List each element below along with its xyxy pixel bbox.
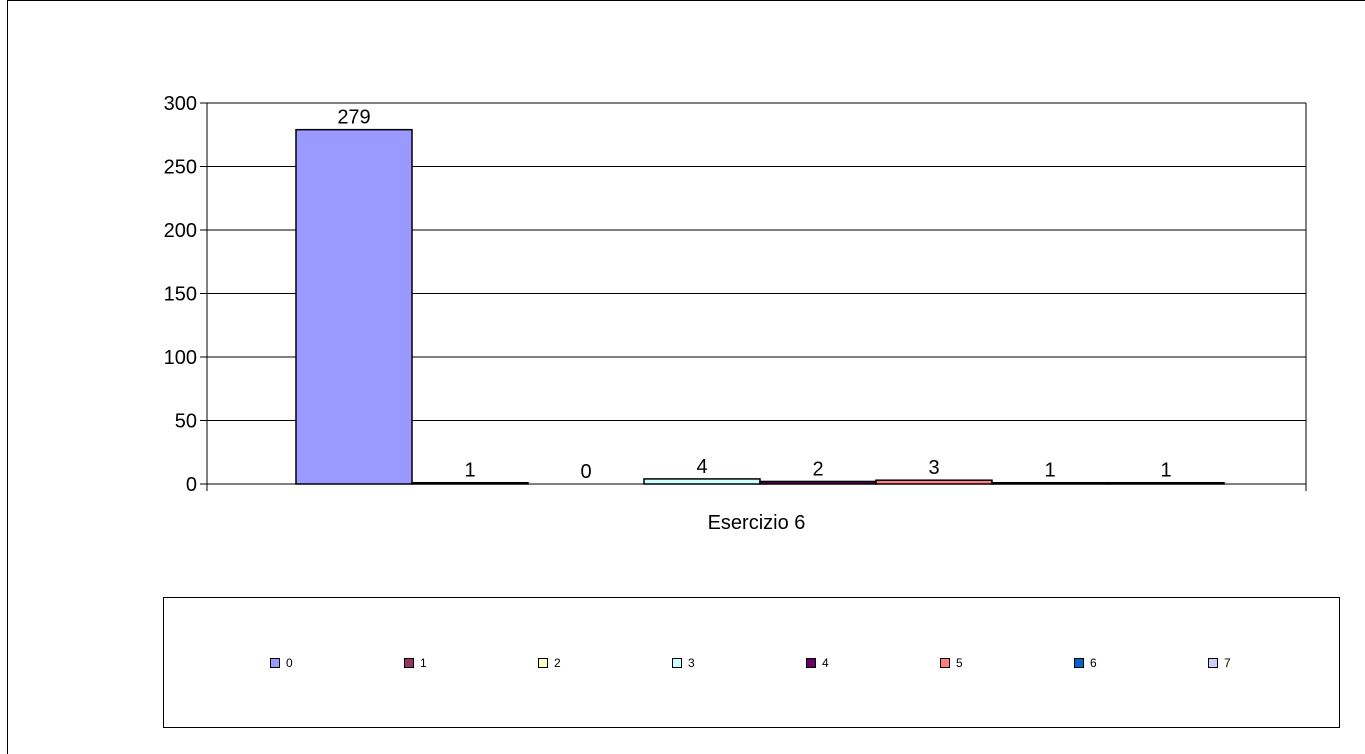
data-label: 4 — [696, 456, 707, 478]
bar-0 — [295, 128, 413, 485]
legend-label: 2 — [554, 656, 561, 670]
legend-label: 1 — [420, 656, 427, 670]
legend-swatch — [1074, 658, 1084, 668]
data-label: 1 — [1044, 460, 1055, 482]
data-label: 1 — [464, 460, 475, 482]
data-label: 0 — [580, 461, 591, 483]
legend-item: 6 — [1074, 655, 1097, 671]
y-tick-label: 300 — [164, 93, 197, 115]
data-label: 279 — [337, 107, 370, 129]
legend-label: 0 — [286, 656, 293, 670]
legend-swatch — [1208, 658, 1218, 668]
y-tick-label: 50 — [175, 411, 197, 433]
legend-swatch — [538, 658, 548, 668]
y-tick-label: 150 — [164, 284, 197, 306]
legend-swatch — [672, 658, 682, 668]
y-tick-label: 250 — [164, 157, 197, 179]
bar-5 — [875, 479, 993, 485]
chart-frame — [7, 0, 1365, 754]
legend-item: 5 — [940, 655, 963, 671]
legend-item: 7 — [1208, 655, 1231, 671]
legend-item: 3 — [672, 655, 695, 671]
y-tick-label: 100 — [164, 347, 197, 369]
legend-swatch — [270, 658, 280, 668]
legend-label: 5 — [956, 656, 963, 670]
legend-item: 0 — [270, 655, 293, 671]
data-label: 1 — [1160, 460, 1171, 482]
chart-legend: 0 1 2 3 4 5 6 7 — [163, 597, 1340, 728]
legend-label: 6 — [1090, 656, 1097, 670]
y-tick-label: 0 — [186, 474, 197, 496]
bar-3 — [643, 478, 761, 485]
legend-item: 2 — [538, 655, 561, 671]
y-tick-label: 200 — [164, 220, 197, 242]
x-category-label: Esercizio 6 — [708, 512, 806, 534]
legend-swatch — [940, 658, 950, 668]
legend-swatch — [404, 658, 414, 668]
legend-item: 1 — [404, 655, 427, 671]
legend-label: 7 — [1224, 656, 1231, 670]
legend-label: 4 — [822, 656, 829, 670]
legend-label: 3 — [688, 656, 695, 670]
data-label: 3 — [928, 457, 939, 479]
legend-swatch — [806, 658, 816, 668]
chart-plot: 0 50 100 150 200 250 300 279 1 0 4 2 3 1 1 Esercizio 6 — [164, 93, 1307, 534]
legend-item: 4 — [806, 655, 829, 671]
data-label: 2 — [812, 458, 823, 480]
